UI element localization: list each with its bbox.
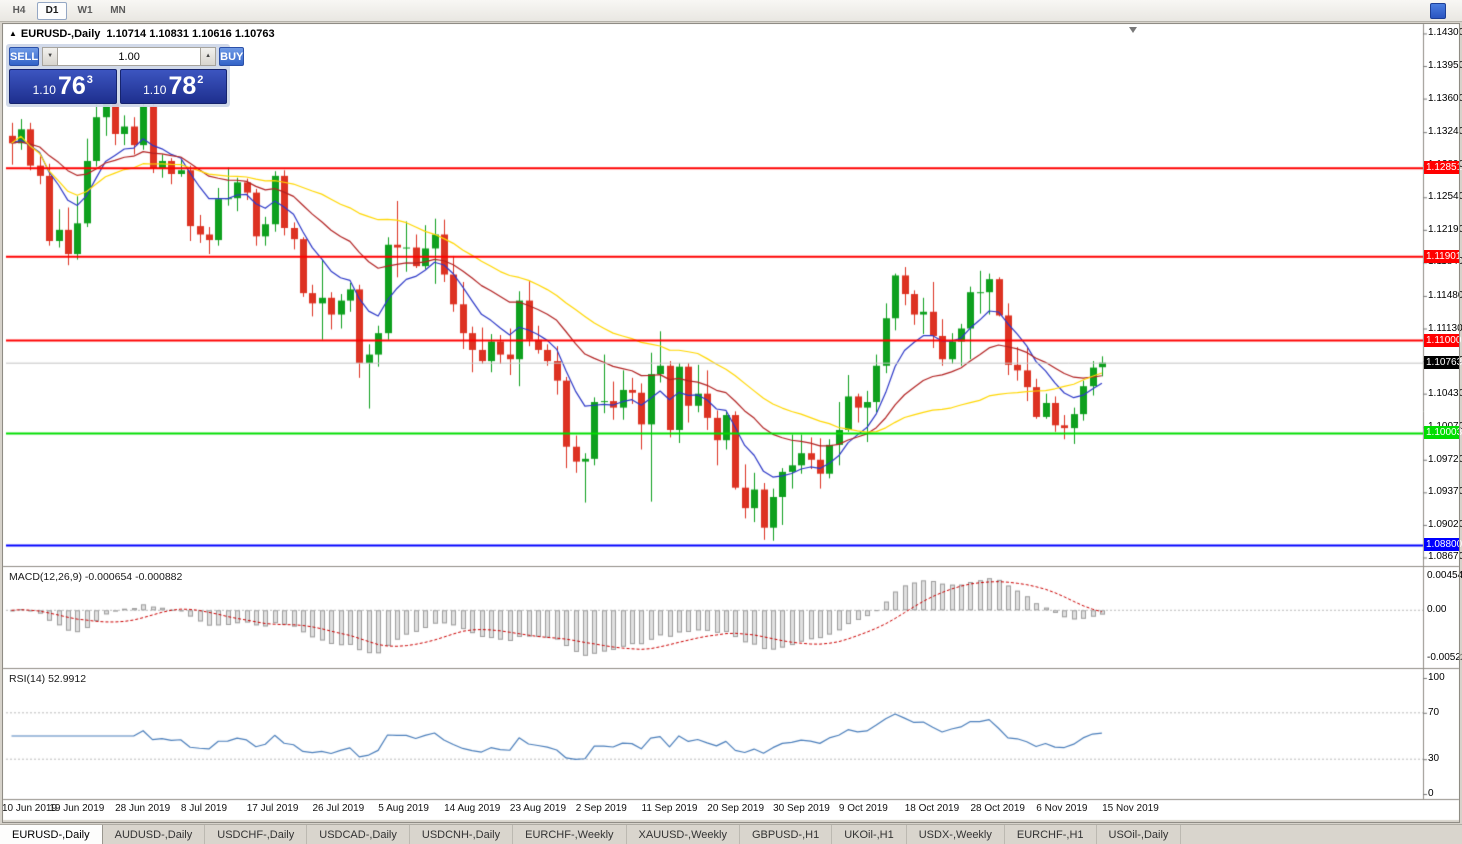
buy-button[interactable]: BUY [219,47,245,66]
current-price-label: 1.10763 [1424,355,1462,369]
time-axis-label: 28 Jun 2019 [115,803,171,814]
chart-tab-usdx-weekly[interactable]: USDX-,Weekly [907,825,1005,844]
chart-tab-usdcad-daily[interactable]: USDCAD-,Daily [307,825,410,844]
time-axis-label: 9 Oct 2019 [838,803,888,814]
rsi-axis-tick: 100 [1428,672,1445,683]
one-click-prices-row: 1.10 76 3 1.10 78 2 [9,69,227,104]
time-axis-label: 2 Sep 2019 [575,803,627,814]
timeframe-button-w1[interactable]: W1 [77,4,93,16]
level-price-label: 1.11000 [1424,333,1462,347]
chart-symbol-label: EURUSD-,Daily [20,28,101,40]
one-click-trading-panel: SELL ▼ ▲ BUY 1.10 76 3 1.10 78 2 [6,44,245,107]
price-axis-tick: 1.13600 [1428,92,1462,104]
chart-tab-eurchf-h1[interactable]: EURCHF-,H1 [1005,825,1097,844]
level-price-label: 1.08800 [1424,538,1462,552]
chart-tab-eurusd-daily[interactable]: EURUSD-,Daily [0,825,103,844]
time-axis-label: 17 Jul 2019 [246,803,299,814]
volume-increment-button[interactable]: ▲ [200,47,217,66]
price-axis-tick: 1.14300 [1428,27,1462,39]
price-axis-tick: 1.10430 [1428,387,1462,399]
time-axis-label: 23 Aug 2019 [509,803,567,814]
timeframe-buttons: H4 D1 W1 MN [4,1,136,20]
sell-button[interactable]: SELL [9,47,40,66]
time-axis-label: 10 Jun 2019 [2,803,58,814]
rsi-indicator-label: RSI(14) 52.9912 [9,673,87,685]
time-axis-label: 28 Oct 2019 [970,803,1025,814]
buy-price-prefix: 1.10 [143,83,167,97]
symbol-triangle-icon: ▲ [9,29,17,38]
chart-ohlc-label: 1.10714 1.10831 1.10616 1.10763 [106,28,275,40]
one-click-controls-row: SELL ▼ ▲ BUY [9,47,245,66]
time-axis-label: 26 Jul 2019 [312,803,365,814]
price-axis-tick: 1.09020 [1428,518,1462,530]
sell-price-prefix: 1.10 [32,83,56,97]
rsi-axis-tick: 0 [1428,788,1434,799]
macd-indicator-label: MACD(12,26,9) -0.000654 -0.000882 [9,571,183,583]
level-price-label: 1.10003 [1424,426,1462,440]
chart-tab-xauusd-weekly[interactable]: XAUUSD-,Weekly [627,825,740,844]
time-axis-label: 15 Nov 2019 [1102,803,1159,814]
buy-price-sup: 2 [197,74,204,86]
toolbar-right [1430,2,1446,19]
sell-price-sup: 3 [86,74,93,86]
chart-tab-usoil-daily[interactable]: USOil-,Daily [1097,825,1182,844]
time-axis-label: 11 Sep 2019 [641,803,698,814]
macd-axis-max: 0.0045436 [1427,570,1462,581]
buy-price-big: 78 [168,72,197,100]
time-axis-label: 20 Sep 2019 [707,803,765,814]
time-axis-label: 30 Sep 2019 [773,803,830,814]
time-axis-label: 8 Jul 2019 [180,803,228,814]
sell-price-display[interactable]: 1.10 76 3 [9,69,117,104]
sell-price-big: 76 [57,72,86,100]
price-axis-tick: 1.13950 [1428,60,1462,72]
price-axis-tick: 1.13240 [1428,126,1462,138]
volume-input[interactable] [58,47,201,66]
chart-tab-eurchf-weekly[interactable]: EURCHF-,Weekly [513,825,627,844]
time-axis-label: 18 Oct 2019 [904,803,960,814]
level-price-label: 1.12851 [1424,161,1462,175]
rsi-axis-tick: 70 [1428,706,1440,718]
buy-price-display[interactable]: 1.10 78 2 [119,69,227,104]
macd-axis-min: -0.0052205 [1427,652,1462,663]
price-axis-tick: 1.12190 [1428,223,1462,235]
level-price-label: 1.11901 [1424,249,1462,263]
price-axis-tick: 1.11480 [1428,289,1462,301]
period-toolbar: H4 D1 W1 MN [0,0,1462,22]
chart-window-icon[interactable] [1430,2,1446,19]
time-axis-label: 19 Jun 2019 [49,803,105,814]
price-axis-tick: 1.09370 [1428,486,1462,498]
price-axis-tick: 1.11130 [1428,322,1462,334]
time-axis-label: 5 Aug 2019 [378,803,429,814]
timeframe-button-d1[interactable]: D1 [37,1,67,20]
chart-tab-usdchf-daily[interactable]: USDCHF-,Daily [205,825,308,844]
chart-tab-ukoil-h1[interactable]: UKOil-,H1 [832,825,907,844]
price-axis-tick: 1.12540 [1428,191,1462,203]
volume-decrement-button[interactable]: ▼ [42,47,59,66]
timeframe-button-mn[interactable]: MN [110,4,126,16]
quantity-stepper: ▼ ▲ [42,47,217,66]
price-axis-tick: 1.09720 [1428,453,1462,465]
chart-header: ▲ EURUSD-,Daily 1.10714 1.10831 1.10616 1.… [9,28,275,40]
macd-axis-zero: 0.00 [1427,604,1447,616]
chart-shift-marker-icon[interactable] [1129,27,1137,33]
time-axis-label: 14 Aug 2019 [444,803,501,814]
price-axis-tick: 1.08670 [1428,551,1462,563]
time-axis-label: 6 Nov 2019 [1036,803,1088,814]
chart-tab-usdcnh-daily[interactable]: USDCNH-,Daily [410,825,514,844]
chart-tab-audusd-daily[interactable]: AUDUSD-,Daily [103,825,206,844]
timeframe-button-h4[interactable]: H4 [12,4,26,16]
chart-tab-gbpusd-h1[interactable]: GBPUSD-,H1 [740,825,833,844]
chart-tabs-bar: EURUSD-,Daily AUDUSD-,Daily USDCHF-,Daily U… [0,824,1462,844]
rsi-axis-tick: 30 [1428,753,1440,765]
